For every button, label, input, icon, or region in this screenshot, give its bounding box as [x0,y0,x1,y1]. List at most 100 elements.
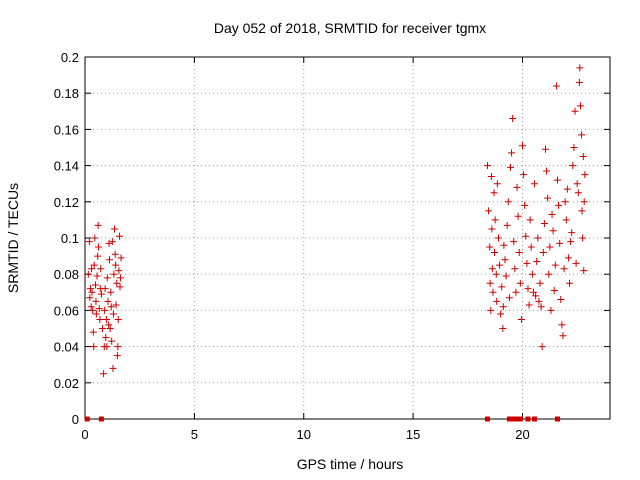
data-point [493,180,501,188]
data-point [491,248,498,256]
data-point [560,265,568,273]
data-point [571,107,579,115]
zero-point [517,416,523,422]
data-point [574,189,582,197]
data-point [563,185,571,193]
data-point [100,370,108,378]
data-point [531,180,539,188]
data-point [85,238,93,246]
data-point [110,270,118,278]
y-tick-label: 0.16 [54,122,79,137]
data-point [579,153,587,161]
data-point [89,328,97,336]
data-point [498,283,506,291]
data-point [116,283,124,291]
data-point [521,201,529,209]
data-point [548,210,556,218]
data-point [511,265,519,273]
data-point [499,325,507,332]
data-point [493,297,501,305]
data-points [84,64,589,422]
data-point [105,239,113,247]
data-point [103,343,111,351]
data-point [554,176,561,184]
data-point [578,207,586,215]
y-axis-label: SRMTID / TECUs [5,183,21,293]
data-point [520,171,528,179]
data-point [94,221,102,229]
data-point [101,306,109,314]
data-point [108,238,116,246]
data-point [104,297,112,305]
data-point [572,259,580,267]
data-point [569,162,577,170]
data-point [536,279,544,287]
data-point [97,290,105,298]
data-point [105,321,113,329]
data-point [95,243,103,251]
data-point [532,292,540,300]
data-point [547,306,555,314]
data-point [90,261,98,269]
x-tick-label: 0 [81,427,88,442]
data-point [561,198,569,206]
data-point [114,343,122,351]
data-point [488,265,496,273]
data-point [537,303,545,311]
data-point [496,261,504,269]
x-tick-label: 20 [515,427,529,442]
data-point [97,265,105,273]
data-point [94,252,102,260]
data-point [581,171,589,179]
data-point [579,234,587,242]
data-point [570,144,578,151]
y-tick-label: 0.06 [54,303,79,318]
zero-point [532,416,538,422]
data-point [491,216,499,224]
data-point [505,294,513,302]
zero-point [511,416,517,422]
data-point [564,254,572,262]
data-point [84,270,92,278]
data-point [576,102,584,110]
data-point [92,297,100,305]
data-point [86,285,94,293]
data-point [566,279,574,287]
data-point [522,232,530,240]
data-point [540,220,548,228]
data-point [112,261,120,269]
data-point [111,250,119,258]
data-point [557,296,565,304]
data-point [484,162,491,170]
y-tick-label: 0.08 [54,267,79,282]
data-point [550,286,558,294]
y-axis-ticks: 0 0.02 0.04 0.06 0.08 0.1 0.12 0.14 0.16 0.18 0.2 [54,50,610,427]
data-point [102,315,110,323]
x-axis-label: GPS time / hours [297,456,404,472]
data-point [88,265,96,273]
data-point [523,259,531,267]
data-point [106,256,113,264]
data-point [543,167,551,175]
data-point [555,201,563,209]
data-point [502,272,510,280]
x-tick-label: 10 [297,427,311,442]
data-point [575,78,583,86]
data-point [527,243,535,251]
y-tick-label: 0.2 [61,50,79,65]
data-point [506,163,514,171]
data-point [573,180,581,188]
y-tick-label: 0.04 [54,340,79,355]
data-point [533,258,541,266]
data-point [91,234,99,242]
data-point [558,321,566,329]
data-point [567,238,575,246]
data-point [501,256,509,264]
data-point [116,232,124,240]
plot-frame [84,56,611,420]
zero-point [98,416,104,422]
data-point [113,352,121,360]
data-point [103,274,111,282]
data-point [101,285,109,293]
data-point [92,310,100,318]
